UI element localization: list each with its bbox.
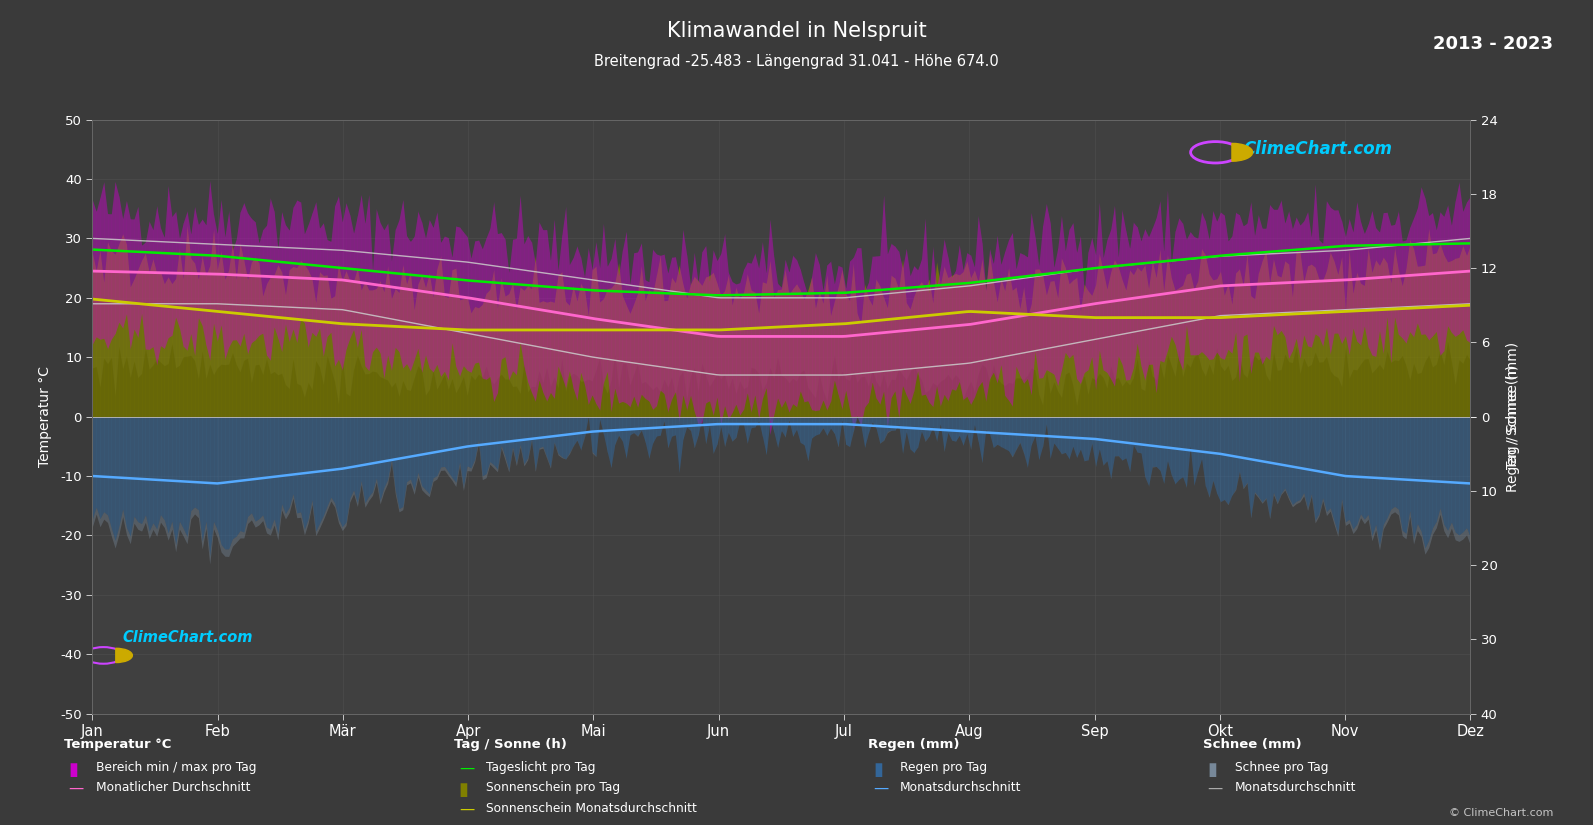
Text: —: — [459,761,475,776]
Text: Monatlicher Durchschnitt: Monatlicher Durchschnitt [96,781,250,794]
Text: ▮: ▮ [873,761,883,779]
Text: —: — [873,781,889,796]
Text: Breitengrad -25.483 - Längengrad 31.041 - Höhe 674.0: Breitengrad -25.483 - Längengrad 31.041 … [594,54,999,68]
Wedge shape [116,648,132,662]
Text: ▮: ▮ [68,761,78,779]
Text: © ClimeChart.com: © ClimeChart.com [1448,808,1553,818]
Y-axis label: Regen / Schnee (mm): Regen / Schnee (mm) [1505,342,1520,492]
Text: ClimeChart.com: ClimeChart.com [1243,140,1392,158]
Text: Tag / Sonne (h): Tag / Sonne (h) [454,738,567,752]
Text: Sonnenschein pro Tag: Sonnenschein pro Tag [486,781,620,794]
Text: ▮: ▮ [459,781,468,799]
Text: Monatsdurchschnitt: Monatsdurchschnitt [900,781,1021,794]
Wedge shape [1231,144,1252,161]
Text: ▮: ▮ [1207,761,1217,779]
Text: Temperatur °C: Temperatur °C [64,738,170,752]
Y-axis label: Temperatur °C: Temperatur °C [38,366,53,467]
Text: Bereich min / max pro Tag: Bereich min / max pro Tag [96,761,256,774]
Text: Klimawandel in Nelspruit: Klimawandel in Nelspruit [666,21,927,40]
Text: Regen pro Tag: Regen pro Tag [900,761,988,774]
Text: —: — [68,781,84,796]
Text: Monatsdurchschnitt: Monatsdurchschnitt [1235,781,1356,794]
Text: Schnee pro Tag: Schnee pro Tag [1235,761,1329,774]
Text: Regen (mm): Regen (mm) [868,738,959,752]
Text: Schnee (mm): Schnee (mm) [1203,738,1301,752]
Text: Tageslicht pro Tag: Tageslicht pro Tag [486,761,596,774]
Text: Sonnenschein Monatsdurchschnitt: Sonnenschein Monatsdurchschnitt [486,802,696,815]
Y-axis label: Tag / Sonne (h): Tag / Sonne (h) [1505,365,1520,469]
Text: ClimeChart.com: ClimeChart.com [123,630,253,645]
Text: 2013 - 2023: 2013 - 2023 [1434,35,1553,53]
Text: —: — [1207,781,1223,796]
Text: —: — [459,802,475,817]
